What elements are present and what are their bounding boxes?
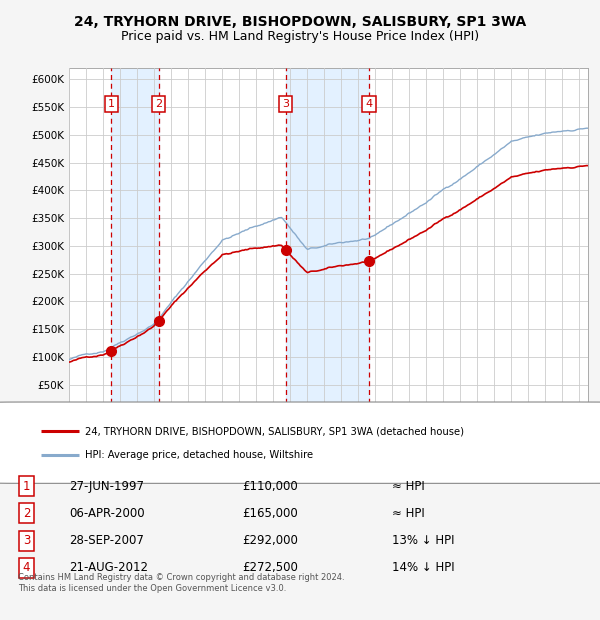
FancyBboxPatch shape — [0, 402, 600, 484]
Text: £165,000: £165,000 — [242, 507, 298, 520]
Bar — [286, 68, 369, 412]
Text: £110,000: £110,000 — [242, 480, 298, 492]
Text: 24, TRYHORN DRIVE, BISHOPDOWN, SALISBURY, SP1 3WA: 24, TRYHORN DRIVE, BISHOPDOWN, SALISBURY… — [74, 16, 526, 30]
Text: 13% ↓ HPI: 13% ↓ HPI — [392, 534, 455, 547]
Text: 28-SEP-2007: 28-SEP-2007 — [70, 534, 145, 547]
Text: £272,500: £272,500 — [242, 562, 298, 574]
Text: £292,000: £292,000 — [242, 534, 298, 547]
Text: 1: 1 — [108, 99, 115, 109]
Text: 4: 4 — [365, 99, 373, 109]
Text: Contains HM Land Registry data © Crown copyright and database right 2024.
This d: Contains HM Land Registry data © Crown c… — [18, 574, 344, 593]
Text: HPI: Average price, detached house, Wiltshire: HPI: Average price, detached house, Wilt… — [85, 450, 313, 461]
Text: ≈ HPI: ≈ HPI — [392, 480, 425, 492]
Text: 27-JUN-1997: 27-JUN-1997 — [70, 480, 145, 492]
Text: 21-AUG-2012: 21-AUG-2012 — [70, 562, 149, 574]
Text: 14% ↓ HPI: 14% ↓ HPI — [392, 562, 455, 574]
Text: 3: 3 — [282, 99, 289, 109]
Bar — [112, 68, 158, 412]
Text: 1: 1 — [23, 480, 30, 492]
Text: 2: 2 — [155, 99, 162, 109]
Text: 06-APR-2000: 06-APR-2000 — [70, 507, 145, 520]
Text: ≈ HPI: ≈ HPI — [392, 507, 425, 520]
Text: 3: 3 — [23, 534, 30, 547]
Text: 24, TRYHORN DRIVE, BISHOPDOWN, SALISBURY, SP1 3WA (detached house): 24, TRYHORN DRIVE, BISHOPDOWN, SALISBURY… — [85, 427, 464, 436]
Text: Price paid vs. HM Land Registry's House Price Index (HPI): Price paid vs. HM Land Registry's House … — [121, 30, 479, 43]
Text: 4: 4 — [23, 562, 30, 574]
Text: 2: 2 — [23, 507, 30, 520]
